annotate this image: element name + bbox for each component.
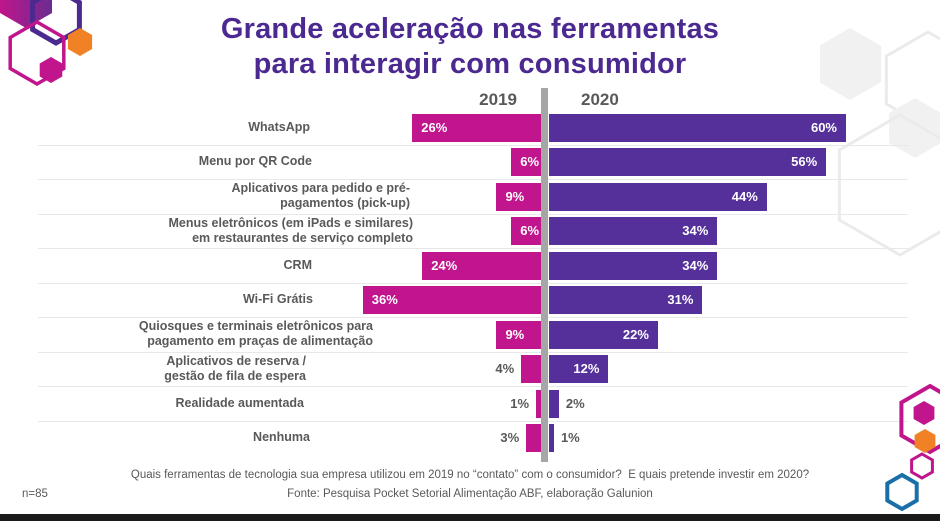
bar-2019 <box>412 113 541 142</box>
chart-row: Aplicativos de reserva / gestão de fila … <box>0 351 940 387</box>
value-label-2020: 56% <box>791 154 818 169</box>
value-label-2019: 9% <box>505 188 525 204</box>
chart-row: WhatsApp 26% 60% <box>0 110 940 145</box>
bar-2019 <box>526 424 541 452</box>
value-label-2020: 44% <box>731 188 758 204</box>
row-separator <box>38 248 908 249</box>
value-label-2019: 6% <box>520 154 540 169</box>
bar-2020 <box>549 113 846 142</box>
category-label: Menus eletrônicos (em iPads e similares)… <box>168 215 413 245</box>
category-label: Menu por QR Code <box>198 154 312 169</box>
row-separator <box>38 420 908 422</box>
hexagon-icon <box>910 452 934 480</box>
hexagon-icon <box>8 19 66 87</box>
row-separator <box>38 351 908 353</box>
bar-2020 <box>549 355 609 383</box>
bar-2019 <box>422 251 541 280</box>
bar-2019 <box>496 182 541 211</box>
value-label-2019: 36% <box>371 292 398 307</box>
hexagon-icon <box>899 383 940 455</box>
bar-2019 <box>521 355 541 383</box>
bar-2020 <box>549 424 554 452</box>
hexagon-icon <box>914 429 936 453</box>
row-separator <box>38 386 908 387</box>
category-label: Realidade aumentada <box>175 395 304 410</box>
decoration-hexagons-bottom-right <box>885 383 940 512</box>
row-separator <box>38 213 908 215</box>
bar-2020 <box>549 389 559 418</box>
diverging-bar-chart: WhatsApp 26% 60% Menu por QR Code 6% 56% Aplic… <box>0 110 940 456</box>
hexagon-icon <box>30 0 82 46</box>
category-label: Nenhuma <box>253 430 310 445</box>
value-label-2019: 24% <box>431 257 458 273</box>
row-separator <box>38 179 908 180</box>
category-label: Wi-Fi Grátis <box>242 292 313 307</box>
hexagon-icon <box>837 113 940 257</box>
hexagon-icon <box>885 472 919 512</box>
bar-2020 <box>549 320 658 349</box>
value-label-2020: 2% <box>565 395 585 411</box>
category-label: Aplicativos para pedido e pré- pagamento… <box>231 181 410 211</box>
value-label-2020: 60% <box>810 119 837 135</box>
chart-row: Nenhuma 3% 1% <box>0 420 940 456</box>
value-label-2019: 4% <box>495 361 515 376</box>
value-label-2020: 34% <box>682 257 709 273</box>
chart-row: Menu por QR Code 6% 56% <box>0 144 940 180</box>
category-label: Aplicativos de reserva / gestão de fila … <box>164 353 306 383</box>
center-axis-divider <box>541 88 548 462</box>
row-separator <box>38 282 908 284</box>
hexagon-icon <box>820 28 882 100</box>
value-label-2020: 22% <box>622 326 649 342</box>
chart-row: Aplicativos para pedido e pré- pagamento… <box>0 179 940 214</box>
footer-source: Fonte: Pesquisa Pocket Setorial Alimenta… <box>287 488 653 500</box>
hexagon-icon <box>39 57 63 83</box>
category-label: CRM <box>283 257 312 272</box>
hexagon-icon <box>67 28 93 56</box>
value-label-2019: 3% <box>500 430 520 445</box>
bar-2020 <box>549 217 718 245</box>
chart-row: Wi-Fi Grátis 36% 31% <box>0 282 940 318</box>
chart-row: Menus eletrônicos (em iPads e similares)… <box>0 213 940 249</box>
value-label-2020: 34% <box>682 223 709 238</box>
column-header-2019: 2019 <box>479 90 517 109</box>
page-title: Grande aceleração nas ferramentas para i… <box>0 12 940 82</box>
value-label-2020: 12% <box>573 361 600 376</box>
row-separator <box>38 144 908 146</box>
page-title-line2: para interagir com consumidor <box>253 48 687 80</box>
bar-2020 <box>549 182 767 211</box>
hexagon-icon <box>913 401 935 425</box>
bottom-border-bar <box>0 514 940 521</box>
bar-2019 <box>536 389 541 418</box>
footer-question: Quais ferramentas de tecnologia sua empr… <box>130 469 810 481</box>
value-label-2020: 1% <box>560 430 580 445</box>
chart-row: Realidade aumentada 1% 2% <box>0 386 940 421</box>
value-label-2019: 9% <box>505 326 525 342</box>
bar-2020 <box>549 148 827 176</box>
category-label: WhatsApp <box>248 119 310 134</box>
decoration-hexagons-top-left <box>0 0 93 87</box>
sample-size-label: n=85 <box>22 488 48 500</box>
column-header-2020: 2020 <box>581 90 619 109</box>
value-label-2019: 6% <box>520 223 540 238</box>
bar-2019 <box>511 217 541 245</box>
value-label-2019: 26% <box>421 119 448 135</box>
bar-2019 <box>511 148 541 176</box>
chart-row: Quiosques e terminais eletrônicos para p… <box>0 317 940 352</box>
bar-2020 <box>549 286 703 314</box>
decoration-hexagons-right-background <box>820 28 940 257</box>
chart-row: CRM 24% 34% <box>0 248 940 283</box>
page-title-line1: Grande aceleração nas ferramentas <box>220 13 720 45</box>
bar-2020 <box>549 251 718 280</box>
hexagon-icon <box>889 98 940 158</box>
bar-2019 <box>362 286 541 314</box>
bar-2019 <box>496 320 541 349</box>
value-label-2019: 1% <box>510 395 530 411</box>
value-label-2020: 31% <box>667 292 694 307</box>
category-label: Quiosques e terminais eletrônicos para p… <box>138 319 373 349</box>
hexagon-icon <box>0 0 52 28</box>
row-separator <box>38 317 908 318</box>
